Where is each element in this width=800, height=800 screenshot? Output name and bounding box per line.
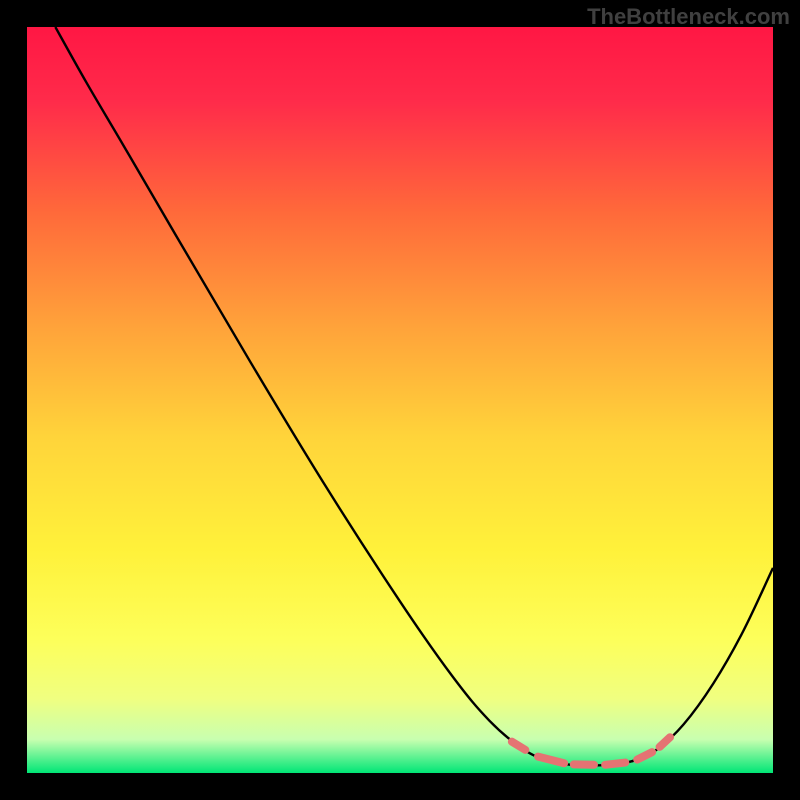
gradient-background <box>27 27 773 773</box>
accent-dash <box>605 763 625 765</box>
chart-plot-area <box>27 27 773 773</box>
watermark-text: TheBottleneck.com <box>587 4 790 30</box>
gradient-v-chart <box>27 27 773 773</box>
